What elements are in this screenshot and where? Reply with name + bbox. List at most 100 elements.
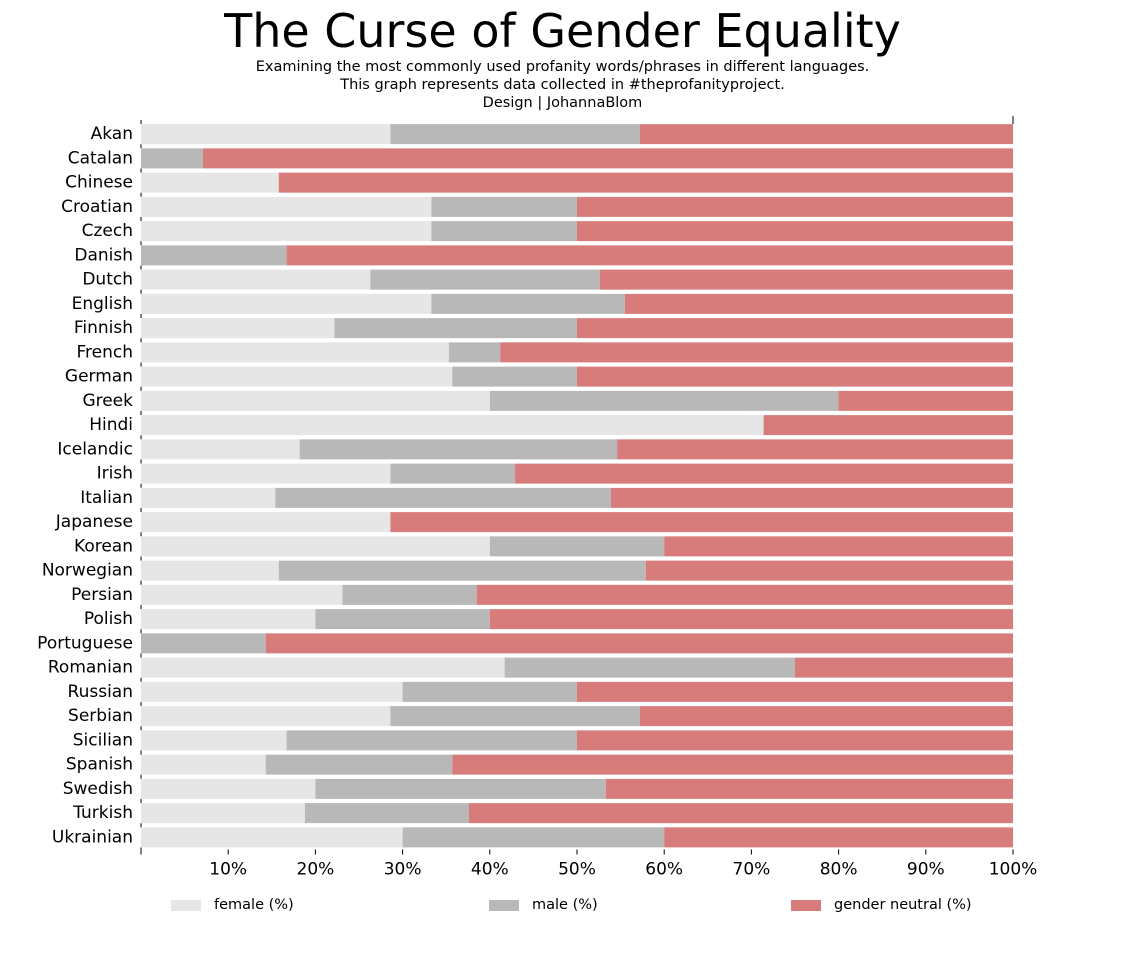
y-label-japanese: Japanese — [55, 512, 133, 532]
bar-croatian-gender-neutral — [577, 196, 1013, 217]
x-tick-label-20: 20% — [297, 860, 335, 880]
bar-sicilian-gender-neutral — [577, 730, 1013, 751]
bar-ukrainian-gender-neutral — [664, 827, 1013, 848]
y-label-romanian: Romanian — [48, 658, 133, 678]
bar-italian-gender-neutral — [611, 487, 1013, 508]
bar-norwegian-gender-neutral — [645, 560, 1013, 581]
bar-russian-male — [402, 681, 577, 702]
bar-chinese-female — [141, 172, 279, 193]
bar-greek-male — [489, 390, 839, 411]
y-label-catalan: Catalan — [68, 148, 133, 168]
y-label-russian: Russian — [68, 682, 133, 702]
bar-sicilian-male — [286, 730, 577, 751]
bar-finnish-male — [334, 318, 577, 339]
bar-romanian-gender-neutral — [795, 657, 1013, 678]
bar-dutch-male — [370, 269, 600, 290]
y-label-spanish: Spanish — [66, 755, 133, 775]
bar-irish-female — [141, 463, 391, 484]
bar-french-gender-neutral — [500, 342, 1013, 363]
y-label-french: French — [76, 342, 133, 362]
x-tick-label-100: 100% — [989, 860, 1038, 880]
y-label-irish: Irish — [97, 464, 133, 484]
bar-sicilian-female — [141, 730, 287, 751]
y-label-akan: Akan — [91, 124, 133, 144]
bar-serbian-gender-neutral — [639, 706, 1013, 727]
bar-german-female — [141, 366, 453, 387]
y-label-ukrainian: Ukrainian — [52, 827, 133, 847]
bar-irish-male — [390, 463, 516, 484]
bar-irish-gender-neutral — [515, 463, 1013, 484]
bar-greek-female — [141, 390, 490, 411]
bar-russian-gender-neutral — [577, 681, 1013, 702]
bar-polish-female — [141, 609, 316, 630]
bar-french-female — [141, 342, 449, 363]
bar-korean-gender-neutral — [664, 536, 1013, 557]
bar-russian-female — [141, 681, 403, 702]
bar-icelandic-gender-neutral — [617, 439, 1013, 460]
y-label-turkish: Turkish — [72, 803, 133, 823]
bar-serbian-female — [141, 706, 391, 727]
y-label-hindi: Hindi — [89, 415, 133, 435]
y-label-danish: Danish — [74, 245, 133, 265]
bar-english-male — [431, 293, 625, 314]
bar-finnish-gender-neutral — [577, 318, 1013, 339]
bar-catalan-gender-neutral — [202, 148, 1014, 169]
chart-subtitle-line-1: Examining the most commonly used profani… — [255, 59, 870, 75]
bar-danish-gender-neutral — [286, 245, 1013, 266]
y-label-croatian: Croatian — [61, 197, 133, 217]
bar-persian-female — [141, 584, 343, 605]
chart-credit-line: Design | JohannaBlom — [482, 95, 643, 111]
bar-german-male — [452, 366, 577, 387]
x-tick-label-90: 90% — [907, 860, 945, 880]
bar-turkish-male — [304, 803, 469, 824]
bar-norwegian-female — [141, 560, 279, 581]
legend-swatch-gender-neutral — [791, 899, 821, 911]
y-label-icelandic: Icelandic — [57, 439, 133, 459]
y-label-chinese: Chinese — [65, 173, 133, 193]
bar-italian-male — [275, 487, 612, 508]
bar-english-female — [141, 293, 432, 314]
bar-czech-gender-neutral — [577, 221, 1013, 242]
legend-label-gender-neutral: gender neutral (%) — [834, 897, 972, 913]
y-axis-labels: Akan Catalan Chinese Croatian Czech Danish Dut… — [37, 124, 133, 847]
bar-portuguese-gender-neutral — [265, 633, 1013, 654]
bar-english-gender-neutral — [624, 293, 1013, 314]
y-label-korean: Korean — [74, 536, 133, 556]
y-label-persian: Persian — [71, 585, 133, 605]
y-label-dutch: Dutch — [82, 270, 133, 290]
bar-czech-male — [431, 221, 577, 242]
x-axis: 10% 20% 30% 40% 50% 60% 70% 80% 90% 100% — [140, 116, 1038, 880]
bar-greek-gender-neutral — [838, 390, 1013, 411]
bar-danish-male — [141, 245, 287, 266]
y-label-finnish: Finnish — [74, 318, 133, 338]
x-tick-label-30: 30% — [384, 860, 422, 880]
x-tick-label-10: 10% — [209, 860, 247, 880]
bar-group — [141, 124, 1014, 848]
bar-portuguese-male — [141, 633, 266, 654]
bar-spanish-gender-neutral — [452, 754, 1014, 775]
bar-finnish-female — [141, 318, 335, 339]
y-label-serbian: Serbian — [68, 706, 133, 726]
bar-polish-gender-neutral — [489, 609, 1013, 630]
bar-chinese-gender-neutral — [278, 172, 1013, 193]
chart-title: The Curse of Gender Equality — [224, 4, 901, 58]
bar-czech-female — [141, 221, 432, 242]
x-tick-label-40: 40% — [471, 860, 509, 880]
x-tick-label-50: 50% — [558, 860, 596, 880]
bar-spanish-male — [265, 754, 453, 775]
bar-ukrainian-female — [141, 827, 403, 848]
bar-romanian-male — [504, 657, 795, 678]
bar-spanish-female — [141, 754, 266, 775]
chart-subtitle-line-2: This graph represents data collected in … — [340, 77, 785, 93]
legend-item-gender-neutral: gender neutral (%) — [791, 896, 972, 914]
bar-korean-female — [141, 536, 490, 557]
bar-croatian-male — [431, 196, 577, 217]
bar-romanian-female — [141, 657, 505, 678]
legend-swatch-female — [171, 899, 201, 911]
bar-hindi-gender-neutral — [763, 415, 1013, 436]
legend-label-female: female (%) — [214, 897, 294, 913]
bar-catalan-male — [141, 148, 203, 169]
bar-icelandic-male — [299, 439, 618, 460]
y-label-czech: Czech — [82, 221, 133, 241]
